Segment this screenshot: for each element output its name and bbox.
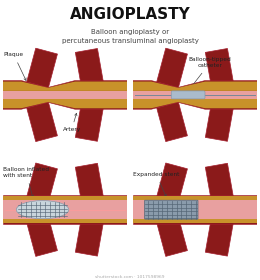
Polygon shape xyxy=(27,163,57,202)
Text: Balloon-tipped
catheter: Balloon-tipped catheter xyxy=(187,57,231,92)
Polygon shape xyxy=(3,219,127,223)
Polygon shape xyxy=(3,91,127,99)
Polygon shape xyxy=(3,81,127,109)
Polygon shape xyxy=(75,218,103,256)
Polygon shape xyxy=(3,99,127,108)
Polygon shape xyxy=(157,217,187,256)
Polygon shape xyxy=(75,163,103,202)
Polygon shape xyxy=(27,217,57,256)
Polygon shape xyxy=(3,195,127,224)
Polygon shape xyxy=(157,48,187,88)
Polygon shape xyxy=(3,196,127,200)
Text: ANGIOPLASTY: ANGIOPLASTY xyxy=(70,7,190,22)
Polygon shape xyxy=(27,102,57,142)
Polygon shape xyxy=(75,48,103,87)
Text: Balloon angioplasty or
percutaneous transluminal angioplasty: Balloon angioplasty or percutaneous tran… xyxy=(62,29,198,44)
Ellipse shape xyxy=(16,201,69,219)
Text: shutterstock.com · 1017598969: shutterstock.com · 1017598969 xyxy=(95,275,165,279)
Polygon shape xyxy=(27,48,57,88)
Polygon shape xyxy=(133,195,257,224)
Polygon shape xyxy=(133,196,257,200)
Polygon shape xyxy=(205,163,233,202)
Text: Expanded stent: Expanded stent xyxy=(133,172,180,197)
Text: Artery: Artery xyxy=(62,113,81,132)
Polygon shape xyxy=(205,218,233,256)
Polygon shape xyxy=(133,219,257,223)
Polygon shape xyxy=(133,99,257,108)
Polygon shape xyxy=(133,81,257,109)
Polygon shape xyxy=(133,91,257,99)
Text: Plaque: Plaque xyxy=(4,52,26,80)
Polygon shape xyxy=(133,81,257,91)
Polygon shape xyxy=(157,163,187,202)
Polygon shape xyxy=(133,200,257,219)
Polygon shape xyxy=(3,81,127,91)
Text: Balloon inflated
with stent: Balloon inflated with stent xyxy=(3,167,49,197)
Polygon shape xyxy=(205,103,233,141)
Polygon shape xyxy=(3,200,127,219)
Polygon shape xyxy=(75,103,103,141)
Polygon shape xyxy=(157,102,187,142)
FancyBboxPatch shape xyxy=(171,91,205,99)
FancyBboxPatch shape xyxy=(145,200,198,219)
Polygon shape xyxy=(205,48,233,87)
